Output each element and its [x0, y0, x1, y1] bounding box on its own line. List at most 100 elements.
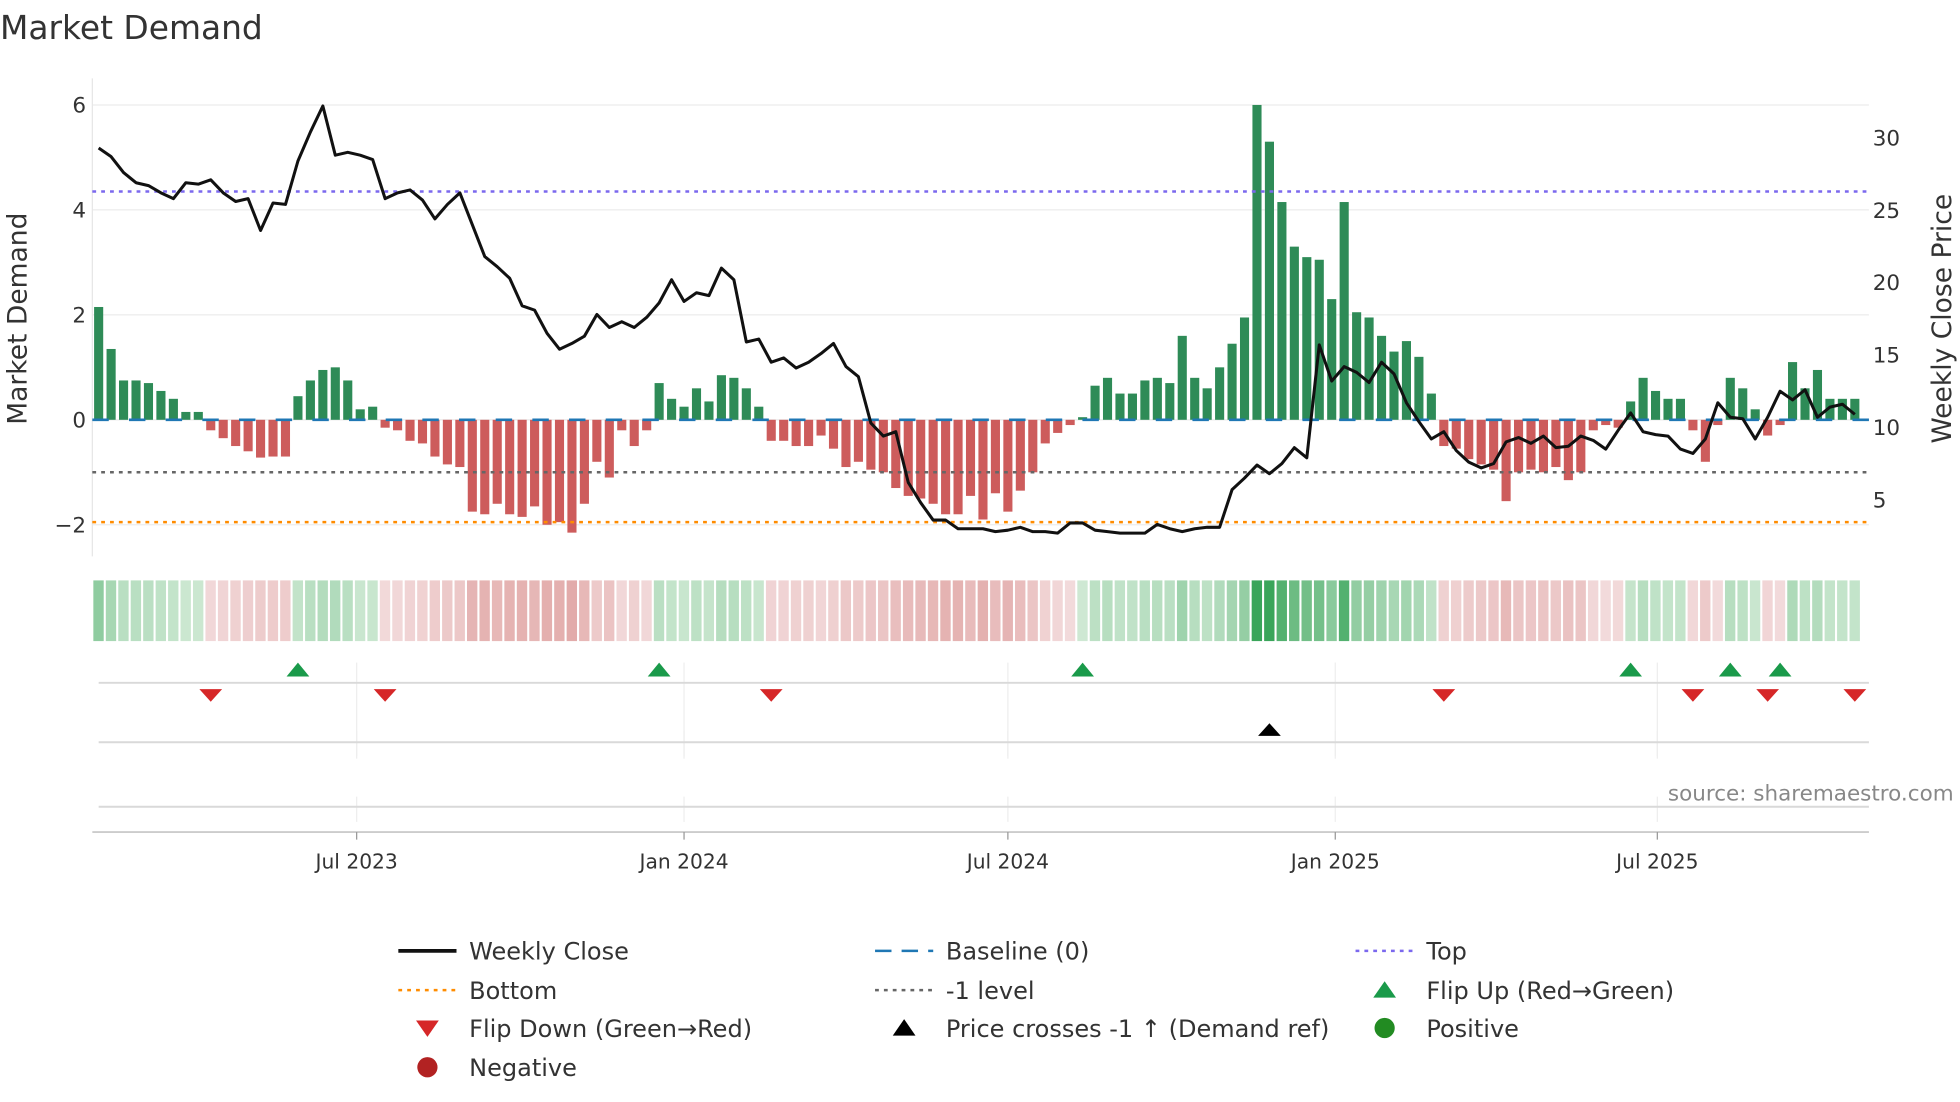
- heat-cell: [1313, 580, 1325, 642]
- demand-bar: [380, 419, 390, 428]
- demand-bar: [168, 398, 178, 420]
- heat-cell: [329, 580, 341, 642]
- heat-cell: [1575, 580, 1586, 642]
- demand-bar: [218, 419, 228, 439]
- triangle-up-icon: [892, 1019, 916, 1036]
- heat-cell: [1774, 580, 1786, 642]
- heat-cell: [878, 580, 889, 642]
- triangle-down-icon: [416, 1020, 439, 1037]
- demand-bar: [791, 419, 801, 447]
- heat-cell: [1625, 580, 1636, 642]
- demand-bar: [1115, 393, 1125, 420]
- heat-cell: [628, 580, 640, 642]
- demand-bar: [766, 419, 776, 441]
- x-tick-label: Jul 2023: [314, 850, 398, 874]
- demand-bar: [1065, 419, 1075, 426]
- heat-cell: [1326, 580, 1337, 642]
- price-line-layer: [97, 104, 1856, 535]
- demand-bar: [1563, 419, 1573, 481]
- legend-label: Baseline (0): [946, 938, 1089, 966]
- y-tick-label: 0: [72, 408, 86, 433]
- demand-bar: [1264, 141, 1274, 420]
- heat-cell: [1251, 580, 1263, 642]
- demand-bar: [1302, 257, 1312, 420]
- heat-cell: [466, 580, 478, 642]
- demand-bar: [119, 380, 129, 420]
- demand-bar: [193, 411, 203, 420]
- heat-cell: [205, 580, 216, 642]
- demand-bar: [293, 396, 303, 420]
- heat-cell: [1426, 580, 1437, 642]
- heat-cell: [1637, 580, 1649, 642]
- demand-bar: [480, 419, 490, 515]
- legend-item-flip_up: Flip Up (Red→Green): [1373, 977, 1674, 1005]
- heat-cell: [217, 580, 229, 642]
- demand-bar: [1800, 388, 1810, 420]
- heat-cell: [1513, 580, 1524, 642]
- demand-bar: [143, 383, 154, 420]
- demand-bar: [617, 419, 627, 431]
- heat-cell: [379, 580, 391, 642]
- demand-bar: [953, 419, 963, 515]
- demand-bar: [231, 419, 241, 447]
- y-axis-label: Market Demand: [3, 213, 34, 425]
- legend-item-negative_dot: Negative: [417, 1054, 577, 1082]
- heat-cell: [230, 580, 241, 642]
- y-tick-label: 6: [72, 94, 86, 119]
- heat-cell: [940, 580, 951, 642]
- x-tick-label: Jul 2024: [965, 850, 1049, 874]
- heat-cell: [927, 580, 939, 642]
- heat-cell: [354, 580, 366, 642]
- demand-bar: [1152, 377, 1162, 420]
- flip-down-marker: [199, 689, 223, 702]
- demand-bar: [1476, 419, 1486, 465]
- heat-cell: [803, 580, 814, 642]
- demand-bar: [679, 406, 689, 420]
- demand-bar: [928, 419, 938, 504]
- demand-bar: [853, 419, 863, 462]
- heat-cell: [1388, 580, 1400, 642]
- heat-cell: [180, 580, 191, 642]
- demand-bar: [1812, 369, 1823, 420]
- demand-bar: [1202, 388, 1212, 420]
- heat-cell: [1002, 580, 1013, 642]
- heat-cell: [678, 580, 690, 642]
- heat-cell: [902, 580, 914, 642]
- demand-bar: [1127, 393, 1137, 420]
- heat-cell: [1114, 580, 1126, 642]
- heat-cell: [93, 580, 104, 642]
- demand-bar: [1215, 367, 1225, 420]
- heat-cell: [417, 580, 428, 642]
- heat-cell: [790, 580, 802, 642]
- demand-bar: [131, 380, 141, 420]
- heat-cell: [1015, 580, 1026, 642]
- demand-bar: [368, 406, 378, 420]
- y2-tick-label: 20: [1873, 271, 1900, 296]
- demand-bar: [1825, 398, 1835, 420]
- demand-bar: [704, 401, 714, 420]
- flip-up-marker: [1768, 662, 1792, 677]
- heat-cell: [1214, 580, 1225, 642]
- heat-cell: [280, 580, 291, 642]
- demand-bar: [1626, 401, 1636, 420]
- legend-item-line: Weekly Close: [398, 938, 629, 966]
- demand-bar: [579, 419, 589, 504]
- heat-cell: [666, 580, 677, 642]
- heat-cell: [1687, 580, 1698, 642]
- flip-down-marker: [1843, 689, 1867, 702]
- heat-cell: [118, 580, 129, 642]
- demand-bar: [1688, 419, 1698, 431]
- demand-bar: [467, 419, 477, 512]
- demand-bar: [1588, 419, 1598, 431]
- heat-cell: [1837, 580, 1848, 642]
- heat-cell: [616, 580, 627, 642]
- heat-cell: [516, 580, 528, 642]
- flip-up-marker: [647, 662, 671, 677]
- legend-item-top: Top: [1355, 938, 1467, 966]
- demand-bar: [355, 409, 365, 420]
- demand-bar: [1650, 390, 1661, 420]
- legend-label: Flip Up (Red→Green): [1426, 977, 1674, 1005]
- triangle-up-icon: [1373, 981, 1397, 998]
- demand-bar: [330, 367, 340, 420]
